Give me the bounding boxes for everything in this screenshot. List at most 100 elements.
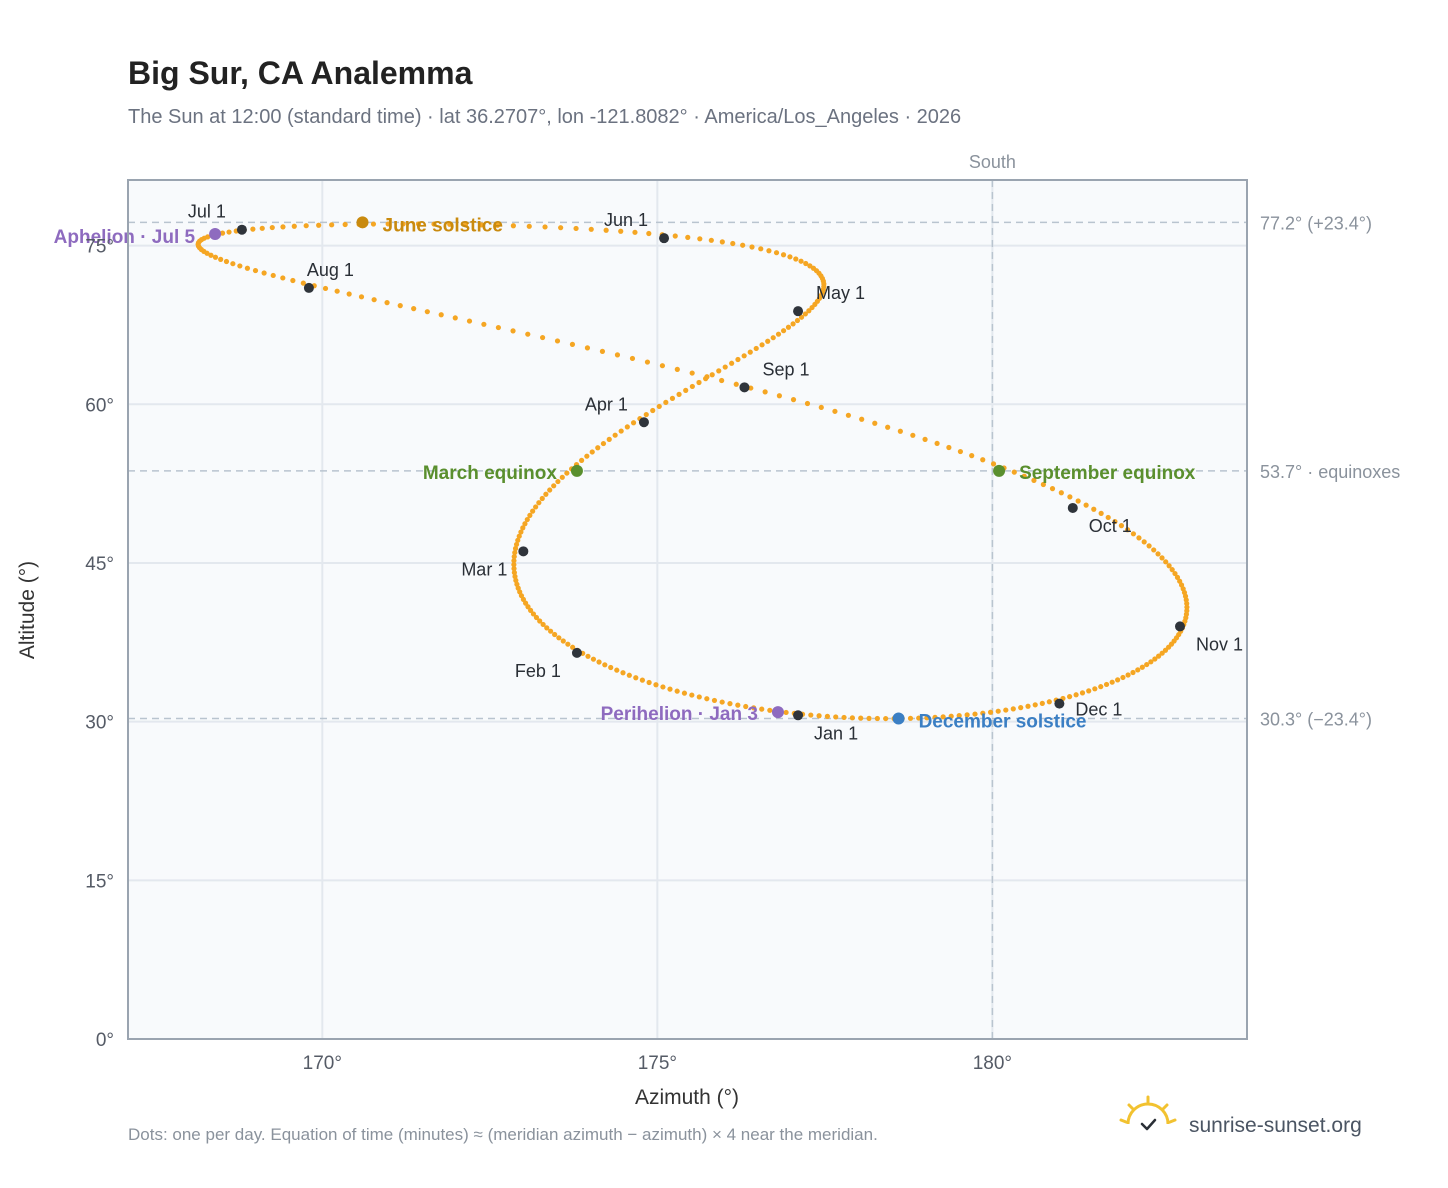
daily-sun-dot — [643, 411, 649, 418]
daily-sun-dot — [1169, 567, 1175, 573]
daily-sun-dot — [733, 381, 739, 387]
daily-sun-dot — [940, 714, 946, 720]
daily-sun-dot — [722, 364, 728, 370]
daily-sun-dot — [511, 569, 517, 576]
daily-sun-dot — [1073, 692, 1079, 698]
daily-sun-dot — [818, 404, 824, 411]
daily-sun-dot — [291, 223, 297, 229]
daily-sun-dot — [833, 714, 839, 720]
daily-sun-dot — [252, 267, 259, 274]
daily-sun-dot — [600, 440, 607, 447]
daily-sun-dot — [1010, 706, 1016, 712]
chart-subtitle: The Sun at 12:00 (standard time) · lat 3… — [128, 106, 961, 128]
daily-sun-dot — [1152, 656, 1158, 662]
daily-sun-dot — [438, 312, 444, 318]
daily-sun-dot — [537, 618, 543, 624]
daily-sun-dot — [520, 525, 526, 531]
daily-sun-dot — [711, 697, 718, 704]
daily-sun-dot — [1079, 690, 1086, 696]
daily-sun-dot — [212, 254, 219, 260]
daily-sun-dot — [1067, 694, 1073, 700]
event-marker-dot — [771, 706, 784, 719]
daily-sun-dot — [762, 389, 768, 395]
daily-sun-dot — [512, 549, 518, 556]
daily-sun-dot — [558, 225, 564, 231]
month-marker-dot — [1054, 698, 1065, 709]
plot-frame — [127, 179, 1248, 1040]
daily-sun-dot — [1159, 650, 1165, 656]
daily-sun-dot — [543, 491, 549, 497]
daily-sun-dot — [1172, 570, 1178, 577]
daily-sun-dot — [924, 715, 930, 721]
daily-sun-dot — [1109, 679, 1115, 685]
daily-sun-dot — [602, 662, 608, 668]
daily-sun-dot — [370, 221, 377, 227]
daily-sun-dot — [1011, 469, 1017, 475]
daily-sun-dot — [727, 701, 733, 707]
month-marker-label: Oct 1 — [1089, 516, 1132, 536]
month-marker-dot — [518, 546, 529, 557]
daily-sun-dot — [948, 713, 954, 719]
daily-sun-dot — [358, 294, 365, 300]
daily-sun-dot — [1159, 555, 1165, 561]
y-tick-label: 45° — [85, 554, 114, 575]
y-tick-label: 30° — [85, 713, 114, 734]
daily-sun-dot — [845, 412, 852, 418]
daily-sun-dot — [528, 607, 534, 613]
daily-sun-dot — [1130, 669, 1136, 676]
month-marker-label: Aug 1 — [307, 260, 354, 280]
daily-sun-dot — [1112, 518, 1118, 525]
month-marker-label: May 1 — [816, 283, 865, 303]
daily-sun-dot — [773, 250, 780, 256]
daily-sun-dot — [1120, 674, 1126, 681]
daily-sun-dot — [802, 311, 808, 317]
daily-sun-dot — [629, 355, 636, 362]
daily-sun-dot — [452, 315, 458, 321]
daily-sun-dot — [741, 353, 747, 359]
daily-sun-dot — [599, 348, 606, 354]
daily-sun-dot — [780, 328, 787, 334]
daily-sun-dot — [1031, 477, 1037, 483]
daily-sun-dot — [614, 352, 621, 358]
daily-sun-dot — [512, 545, 519, 552]
daily-sun-dot — [539, 495, 545, 502]
daily-sun-dot — [841, 714, 847, 721]
daily-sun-dot — [1115, 677, 1121, 683]
daily-sun-dot — [385, 221, 391, 227]
daily-sun-dot — [632, 229, 638, 235]
daily-sun-dot — [747, 349, 753, 355]
daily-sun-dot — [758, 246, 764, 252]
daily-sun-dot — [956, 713, 962, 719]
daily-sun-dot — [656, 403, 662, 410]
daily-sun-dot — [751, 705, 757, 711]
y-tick-label: 60° — [85, 395, 114, 416]
event-marker-dot — [892, 712, 905, 725]
daily-sun-dot — [798, 314, 805, 320]
month-marker-label: Feb 1 — [515, 661, 561, 681]
daily-sun-dot — [1135, 667, 1141, 673]
daily-sun-dot — [659, 363, 666, 369]
daily-sun-dot — [885, 424, 891, 430]
daily-sun-dot — [270, 272, 276, 279]
daily-sun-dot — [547, 487, 553, 493]
daily-sun-dot — [748, 385, 754, 391]
daily-sun-dot — [874, 715, 880, 722]
month-marker-label: Mar 1 — [461, 559, 507, 579]
daily-sun-dot — [1098, 510, 1104, 516]
daily-sun-dot — [685, 234, 691, 240]
daily-sun-dot — [816, 713, 822, 719]
daily-sun-dot — [1046, 699, 1052, 705]
daily-sun-dot — [603, 227, 609, 233]
daily-sun-dot — [787, 254, 793, 260]
daily-sun-dot — [660, 684, 666, 690]
daily-sun-dot — [595, 445, 601, 451]
daily-sun-dot — [759, 342, 765, 348]
daily-sun-dot — [749, 244, 755, 250]
analemma-curve — [195, 221, 1190, 722]
daily-sun-dot — [790, 321, 796, 327]
daily-sun-dot — [1139, 664, 1145, 670]
daily-sun-dot — [559, 474, 565, 480]
daily-sun-dot — [969, 453, 975, 459]
daily-sun-dot — [1151, 547, 1157, 553]
daily-sun-dot — [883, 715, 889, 722]
